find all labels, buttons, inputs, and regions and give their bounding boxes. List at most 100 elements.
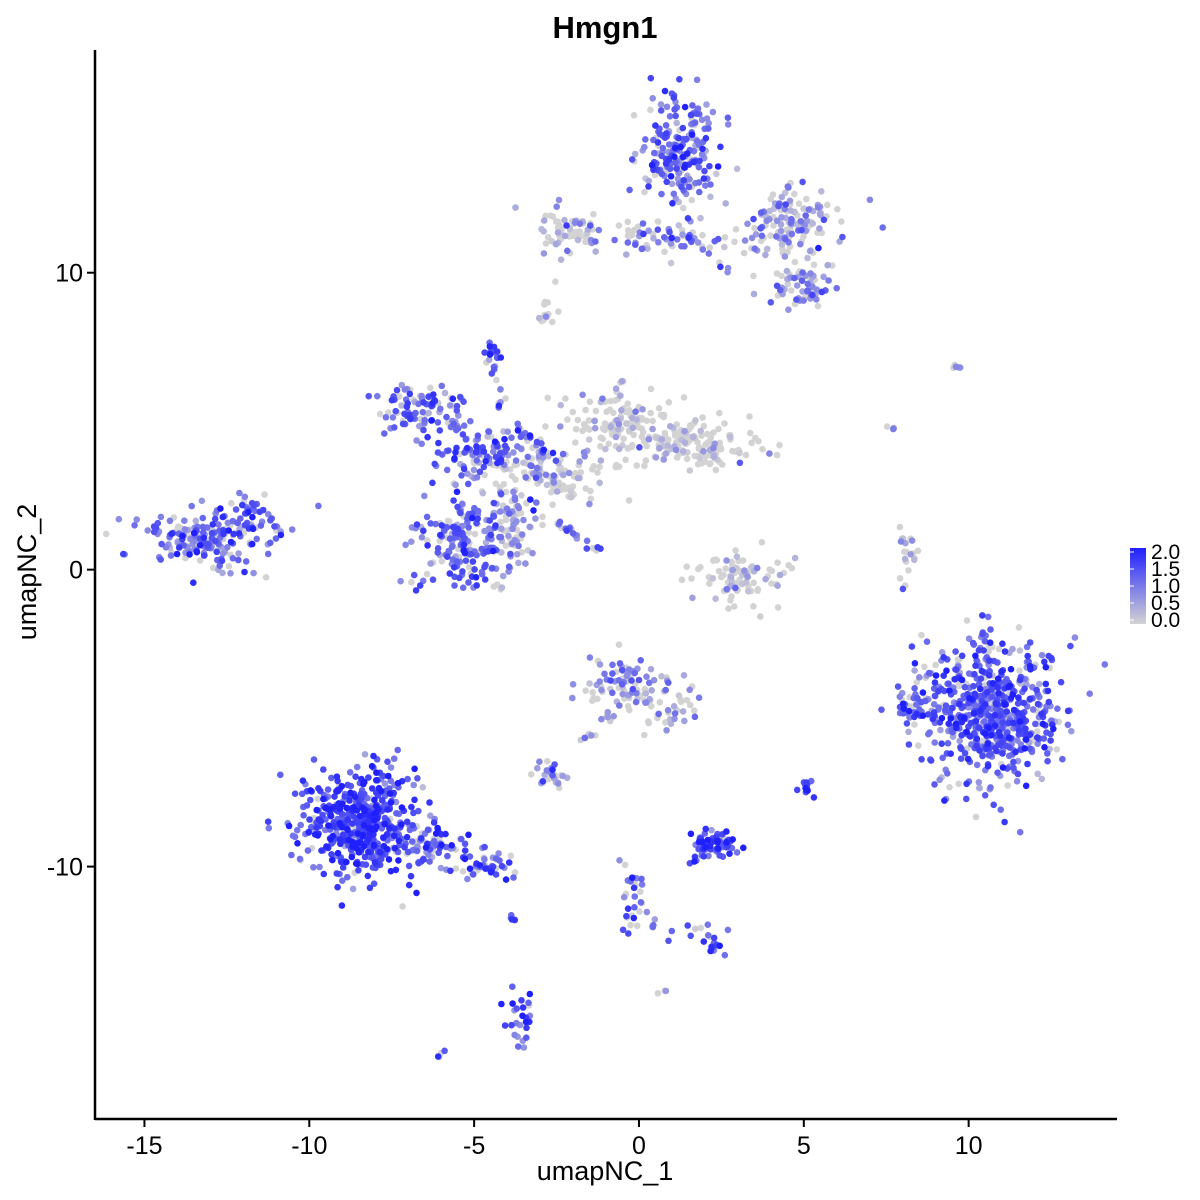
cell-point — [712, 466, 720, 474]
cell-point — [474, 515, 482, 522]
cell-point — [913, 701, 920, 708]
cell-point — [952, 648, 959, 655]
cell-point — [319, 811, 326, 819]
cell-point — [495, 850, 502, 857]
cell-point — [740, 249, 748, 257]
cell-point — [267, 517, 274, 524]
cell-point — [481, 843, 488, 851]
cell-point — [536, 758, 543, 765]
cell-point — [700, 422, 708, 430]
cell-point — [689, 102, 696, 109]
cell-point — [931, 739, 938, 746]
cell-point — [684, 922, 691, 929]
cell-point — [722, 565, 730, 572]
cell-point — [410, 809, 417, 817]
cell-point — [218, 557, 226, 565]
cell-point — [991, 711, 999, 719]
cell-point — [624, 239, 632, 246]
cell-point — [497, 518, 504, 526]
cell-point — [736, 449, 743, 457]
cell-point — [402, 541, 409, 549]
cell-point — [999, 640, 1006, 647]
cell-point — [249, 525, 257, 533]
cell-point — [825, 277, 832, 284]
cell-point — [994, 769, 1001, 776]
cell-point — [542, 313, 550, 320]
cell-point — [262, 574, 270, 581]
cell-point — [200, 552, 208, 559]
cell-point — [513, 1005, 520, 1012]
cell-point — [523, 1024, 530, 1032]
cell-point — [723, 557, 730, 564]
cell-point — [977, 707, 984, 714]
cell-point — [707, 947, 714, 955]
cell-point — [694, 239, 702, 246]
cell-point — [896, 575, 904, 582]
cell-point — [782, 235, 789, 243]
cell-point — [120, 550, 127, 558]
cell-point — [371, 826, 379, 833]
cell-point — [1042, 680, 1050, 688]
cell-point — [423, 570, 431, 578]
cell-point — [663, 130, 670, 137]
scatter-points — [102, 74, 1109, 1061]
cell-point — [753, 564, 761, 572]
cell-point — [648, 161, 656, 169]
cell-point — [624, 400, 631, 408]
cell-point — [596, 463, 603, 471]
cell-point — [938, 649, 946, 656]
cell-point — [643, 908, 651, 916]
cell-point — [716, 852, 723, 859]
cell-point — [804, 254, 811, 262]
cell-point — [619, 690, 626, 698]
cell-point — [612, 463, 620, 471]
cell-point — [668, 180, 676, 188]
cell-point — [732, 584, 739, 592]
cell-point — [540, 446, 548, 454]
cell-point — [492, 871, 500, 878]
cell-point — [961, 714, 968, 721]
cell-point — [931, 679, 939, 686]
cell-point — [787, 207, 794, 214]
cell-point — [687, 932, 694, 940]
cell-point — [729, 836, 736, 843]
cell-point — [814, 302, 822, 310]
cell-point — [894, 683, 902, 690]
cell-point — [662, 987, 670, 995]
cell-point — [777, 227, 785, 235]
cell-point — [648, 687, 655, 694]
cell-point — [714, 163, 722, 170]
cell-point — [667, 720, 675, 728]
cell-point — [594, 544, 601, 551]
cell-point — [432, 830, 440, 837]
x-tick-label: 0 — [632, 1132, 646, 1160]
cell-point — [671, 710, 679, 717]
cell-point — [702, 182, 709, 189]
cell-point — [903, 720, 911, 727]
cell-point — [589, 466, 596, 473]
cell-point — [597, 457, 605, 464]
cell-point — [473, 551, 480, 559]
cell-point — [666, 165, 674, 173]
cell-point — [362, 861, 370, 868]
cell-point — [459, 568, 466, 575]
cell-point — [814, 204, 822, 211]
cell-point — [339, 864, 347, 871]
cell-point — [421, 492, 428, 500]
cell-point — [441, 1047, 448, 1055]
cell-point — [979, 630, 986, 638]
cell-point — [966, 695, 973, 702]
cell-point — [785, 184, 792, 191]
cell-point — [509, 525, 516, 533]
cell-point — [350, 804, 357, 811]
cell-point — [520, 516, 527, 524]
cell-point — [1029, 706, 1037, 713]
cell-point — [476, 468, 484, 476]
cell-point — [497, 490, 505, 498]
cell-point — [432, 520, 439, 528]
cell-point — [474, 432, 482, 440]
cell-point — [511, 496, 519, 504]
cell-point — [384, 758, 391, 765]
cell-point — [196, 557, 204, 564]
cell-point — [1033, 686, 1040, 694]
